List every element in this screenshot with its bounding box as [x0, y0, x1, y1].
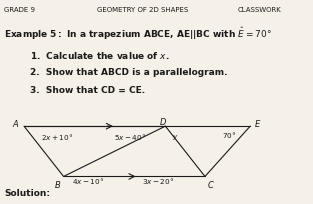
Text: 2.  Show that ABCD is a parallelogram.: 2. Show that ABCD is a parallelogram. [30, 68, 227, 77]
Text: $\mathit{E}$: $\mathit{E}$ [254, 118, 261, 129]
Text: $4x - 10°$: $4x - 10°$ [72, 176, 104, 186]
Text: $\mathit{C}$: $\mathit{C}$ [207, 179, 214, 190]
Text: $y$: $y$ [172, 133, 178, 142]
Text: $\bf{Example\ 5:}$ In a trapezium ABCE, AE||BC with $\hat{E} = 70°$: $\bf{Example\ 5:}$ In a trapezium ABCE, … [4, 26, 272, 42]
Text: 3.  Show that CD = CE.: 3. Show that CD = CE. [30, 86, 145, 95]
Text: CLASSWORK: CLASSWORK [238, 7, 281, 13]
Text: GRADE 9: GRADE 9 [4, 7, 35, 13]
Text: $5x - 40°$: $5x - 40°$ [114, 132, 146, 142]
Text: $\mathit{D}$: $\mathit{D}$ [158, 116, 167, 127]
Text: Solution:: Solution: [4, 188, 50, 197]
Text: $2x + 10°$: $2x + 10°$ [40, 132, 73, 142]
Text: 1.  Calculate the value of $x$.: 1. Calculate the value of $x$. [30, 50, 170, 61]
Text: $3x - 20°$: $3x - 20°$ [142, 176, 174, 186]
Text: $\mathit{A}$: $\mathit{A}$ [12, 118, 19, 129]
Text: $\mathit{B}$: $\mathit{B}$ [54, 179, 62, 190]
Text: $70°$: $70°$ [222, 130, 236, 140]
Text: GEOMETRY OF 2D SHAPES: GEOMETRY OF 2D SHAPES [97, 7, 188, 13]
